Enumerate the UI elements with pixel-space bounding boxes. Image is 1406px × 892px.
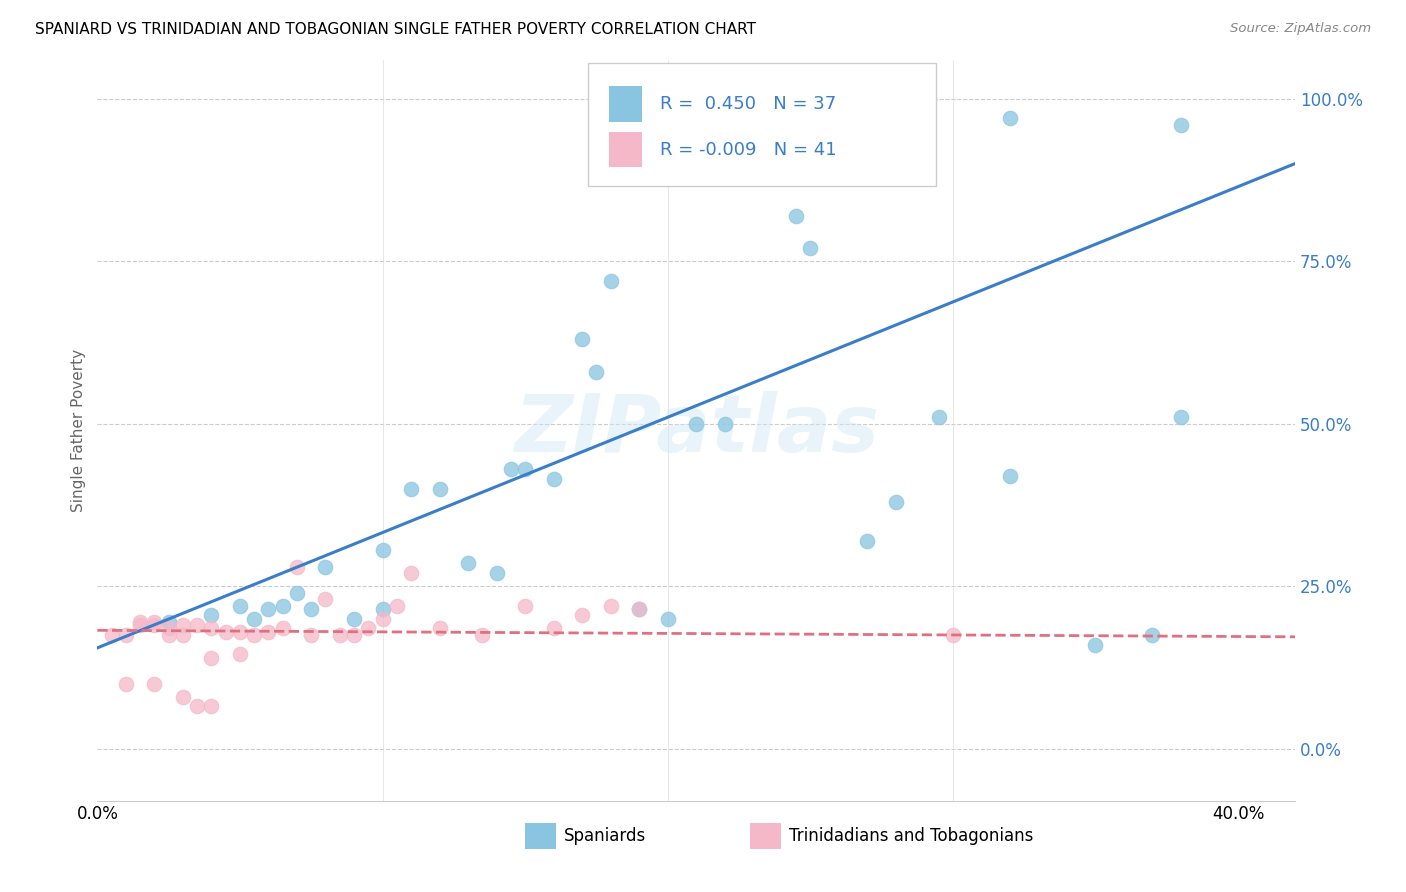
- Text: Spaniards: Spaniards: [564, 827, 647, 846]
- Point: [928, 410, 950, 425]
- Point: [229, 624, 252, 639]
- Point: [429, 621, 451, 635]
- Point: [243, 628, 266, 642]
- Point: [115, 676, 138, 690]
- Point: [471, 628, 494, 642]
- Point: [172, 618, 194, 632]
- Point: [200, 608, 222, 623]
- Bar: [609, 132, 643, 168]
- Point: [942, 628, 965, 642]
- Point: [229, 648, 252, 662]
- Point: [129, 615, 152, 629]
- Point: [998, 468, 1021, 483]
- Point: [257, 602, 280, 616]
- Point: [399, 566, 422, 581]
- Point: [856, 533, 879, 548]
- Point: [243, 612, 266, 626]
- Point: [599, 599, 621, 613]
- Point: [329, 628, 352, 642]
- Point: [157, 621, 180, 635]
- Point: [229, 599, 252, 613]
- Point: [399, 482, 422, 496]
- Point: [657, 612, 679, 626]
- Point: [1170, 118, 1192, 132]
- Point: [285, 559, 308, 574]
- Point: [143, 676, 166, 690]
- Point: [172, 690, 194, 704]
- Point: [143, 618, 166, 632]
- Point: [457, 557, 479, 571]
- Point: [157, 615, 180, 629]
- Point: [314, 592, 336, 607]
- Point: [998, 111, 1021, 125]
- Point: [884, 494, 907, 508]
- Point: [513, 599, 536, 613]
- Point: [713, 417, 735, 431]
- Point: [543, 472, 565, 486]
- Point: [100, 628, 122, 642]
- Point: [172, 628, 194, 642]
- Point: [599, 274, 621, 288]
- Point: [357, 621, 380, 635]
- Point: [299, 628, 322, 642]
- Point: [200, 699, 222, 714]
- Point: [371, 602, 394, 616]
- Point: [499, 462, 522, 476]
- Point: [371, 543, 394, 558]
- Bar: [609, 86, 643, 121]
- Point: [157, 628, 180, 642]
- Point: [285, 585, 308, 599]
- Point: [200, 621, 222, 635]
- Point: [314, 559, 336, 574]
- Point: [343, 612, 366, 626]
- Point: [513, 462, 536, 476]
- Point: [485, 566, 508, 581]
- Point: [271, 599, 294, 613]
- Point: [257, 624, 280, 639]
- FancyBboxPatch shape: [588, 63, 936, 186]
- Point: [299, 602, 322, 616]
- Point: [571, 608, 593, 623]
- Point: [143, 615, 166, 629]
- Text: SPANIARD VS TRINIDADIAN AND TOBAGONIAN SINGLE FATHER POVERTY CORRELATION CHART: SPANIARD VS TRINIDADIAN AND TOBAGONIAN S…: [35, 22, 756, 37]
- Point: [200, 650, 222, 665]
- Text: R =  0.450   N = 37: R = 0.450 N = 37: [661, 95, 837, 112]
- Text: ZIPatlas: ZIPatlas: [513, 391, 879, 469]
- Point: [215, 624, 238, 639]
- Text: Source: ZipAtlas.com: Source: ZipAtlas.com: [1230, 22, 1371, 36]
- Point: [799, 241, 821, 255]
- Point: [186, 618, 208, 632]
- Point: [571, 332, 593, 346]
- Text: Trinidadians and Tobagonians: Trinidadians and Tobagonians: [789, 827, 1033, 846]
- Point: [129, 618, 152, 632]
- Point: [543, 621, 565, 635]
- Point: [343, 628, 366, 642]
- Point: [1170, 410, 1192, 425]
- Point: [271, 621, 294, 635]
- Point: [385, 599, 408, 613]
- Text: R = -0.009   N = 41: R = -0.009 N = 41: [661, 141, 837, 159]
- Point: [429, 482, 451, 496]
- Point: [585, 365, 607, 379]
- Point: [371, 612, 394, 626]
- Point: [628, 602, 651, 616]
- Point: [186, 699, 208, 714]
- Y-axis label: Single Father Poverty: Single Father Poverty: [72, 349, 86, 512]
- Point: [785, 209, 807, 223]
- Point: [628, 602, 651, 616]
- Point: [1142, 628, 1164, 642]
- Point: [685, 417, 707, 431]
- Point: [1084, 638, 1107, 652]
- Point: [115, 628, 138, 642]
